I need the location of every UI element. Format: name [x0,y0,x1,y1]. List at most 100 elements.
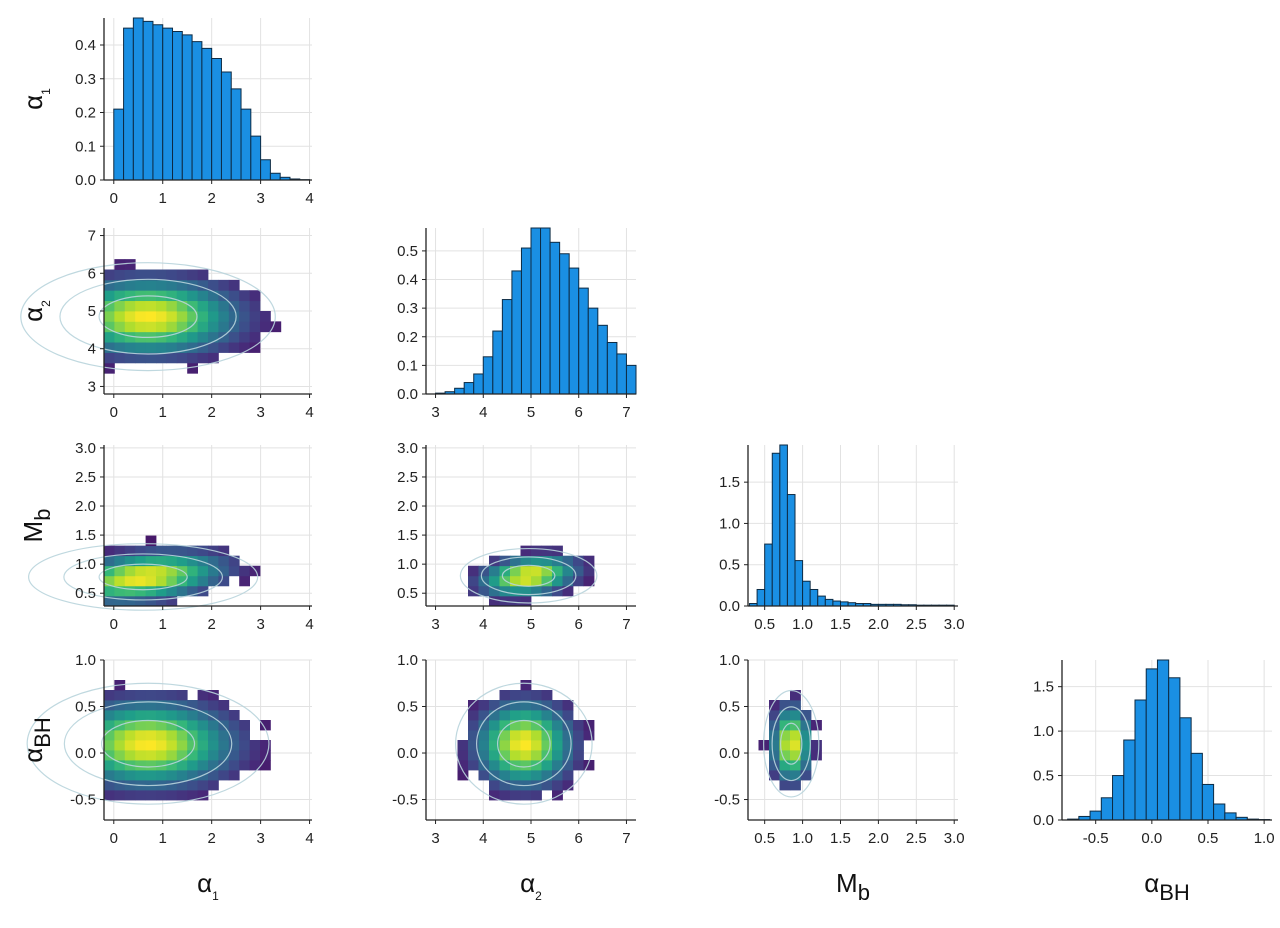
heatmap-cell [468,730,479,741]
heatmap-cell [520,690,532,701]
heatmap-cell [790,740,801,751]
heatmap-cell [124,269,136,281]
heatmap-cell [239,740,250,751]
heatmap-cell [541,545,553,557]
x-tick-label: 2.0 [868,830,889,847]
contour-line [496,719,551,768]
y-tick-label: 0.3 [75,71,96,88]
x-tick-label: 3 [256,830,264,847]
heatmap-cell [489,700,500,711]
heatmap-cell [811,720,822,731]
x-tick-label: 4 [305,404,313,421]
heatmap-cell [520,555,532,567]
heatmap-cell [176,690,188,701]
heatmap-cell [552,575,563,587]
heatmap-cell [114,311,126,322]
heatmap-cell [218,770,230,781]
heatmap-cell [468,740,479,751]
heatmap-cell [176,575,188,587]
heatmap-cell [239,331,250,343]
heatmap-cell [104,780,115,791]
heatmap-cell [218,545,230,557]
heatmap-cell [197,575,209,587]
heatmap-cell [156,555,167,567]
heatmap-cell [499,690,511,701]
contour-line [63,701,233,787]
heatmap-cell [145,545,157,557]
x-tick-label: 1.0 [792,830,813,847]
heatmap-cell [552,790,563,801]
heatmap-cell [228,750,240,761]
heatmap-cell [135,565,146,577]
hist-panel-mb: 0.5 1.0 1.5 2.0 2.5 3.0 0.0 0.5 1.0 1.5 [719,444,965,633]
y-tick-label: 2.0 [397,498,418,515]
heatmap-cell [239,730,250,741]
x-tick-label: 3.0 [944,616,965,633]
x-tick-label: 6 [575,404,583,421]
heatmap-cell [510,565,521,577]
heatmap-cell [135,311,146,322]
hist-bar [260,159,271,181]
heatmap-cell [197,311,209,322]
heatmap-cell [187,575,198,587]
heatmap-cell [228,311,240,322]
heatmap-cell [166,585,178,597]
heatmap-cell [489,770,500,781]
heatmap-cell [145,311,157,322]
x-tick-label: 2.0 [868,616,889,633]
heatmap-cell [249,300,261,312]
heatmap-cell [166,545,178,557]
heatmap-cell [114,595,126,607]
heatmap-cell [779,780,791,791]
heatmap-cell [218,740,230,751]
heatmap-cell [187,300,198,312]
heatmap-cell [197,730,209,741]
y-tick-label: 2.0 [75,498,96,515]
heatmap-cell [790,780,801,791]
heatmap-cell [135,342,146,353]
hist-bar [1112,775,1125,821]
heatmap-cell [124,790,136,801]
heatmap-cell [478,700,490,711]
heatmap-cell [187,269,198,281]
heatmap-cell [583,760,595,771]
x-tick-label: 0 [110,830,118,847]
heatmap-cell [176,311,188,322]
heatmap-cell [135,790,146,801]
heatmap-cell [166,760,178,771]
heatmap-cell [145,565,157,577]
heatmap-cell [541,760,553,771]
heatmap-cell [541,575,553,587]
heatmap-cell [104,352,115,364]
hist-bar [764,543,773,607]
heatmap-cell [218,710,230,721]
heatmap-cell [114,269,126,281]
heatmap-cell [145,352,157,364]
heatmap-cell [457,770,469,781]
heatmap-cell [573,555,584,567]
heatmap-cell [790,710,801,721]
heatmap-cell [135,352,146,364]
heatmap-cell [166,290,178,302]
heatmap-cell [208,565,219,577]
heatmap-cell [499,555,511,567]
heatmap-cell [135,710,146,721]
hist-bar [578,287,589,395]
heatmap-cell [114,690,126,701]
heatmap-cell [156,565,167,577]
heatmap-cell [489,750,500,761]
heatmap-cell [779,770,791,781]
x-tick-label: 3.0 [944,830,965,847]
heatmap-cell [145,342,157,353]
contour-line [26,682,270,805]
heatmap-cell [187,290,198,302]
heatmap-cell [478,565,490,577]
heatmap-cell [228,331,240,343]
heatmap-cell [176,290,188,302]
heatmap-cell [541,780,553,791]
heatmap-cell [197,740,209,751]
heatmap-cell [531,710,542,721]
heatmap-cell [239,290,250,302]
heatmap-cell [239,720,250,731]
